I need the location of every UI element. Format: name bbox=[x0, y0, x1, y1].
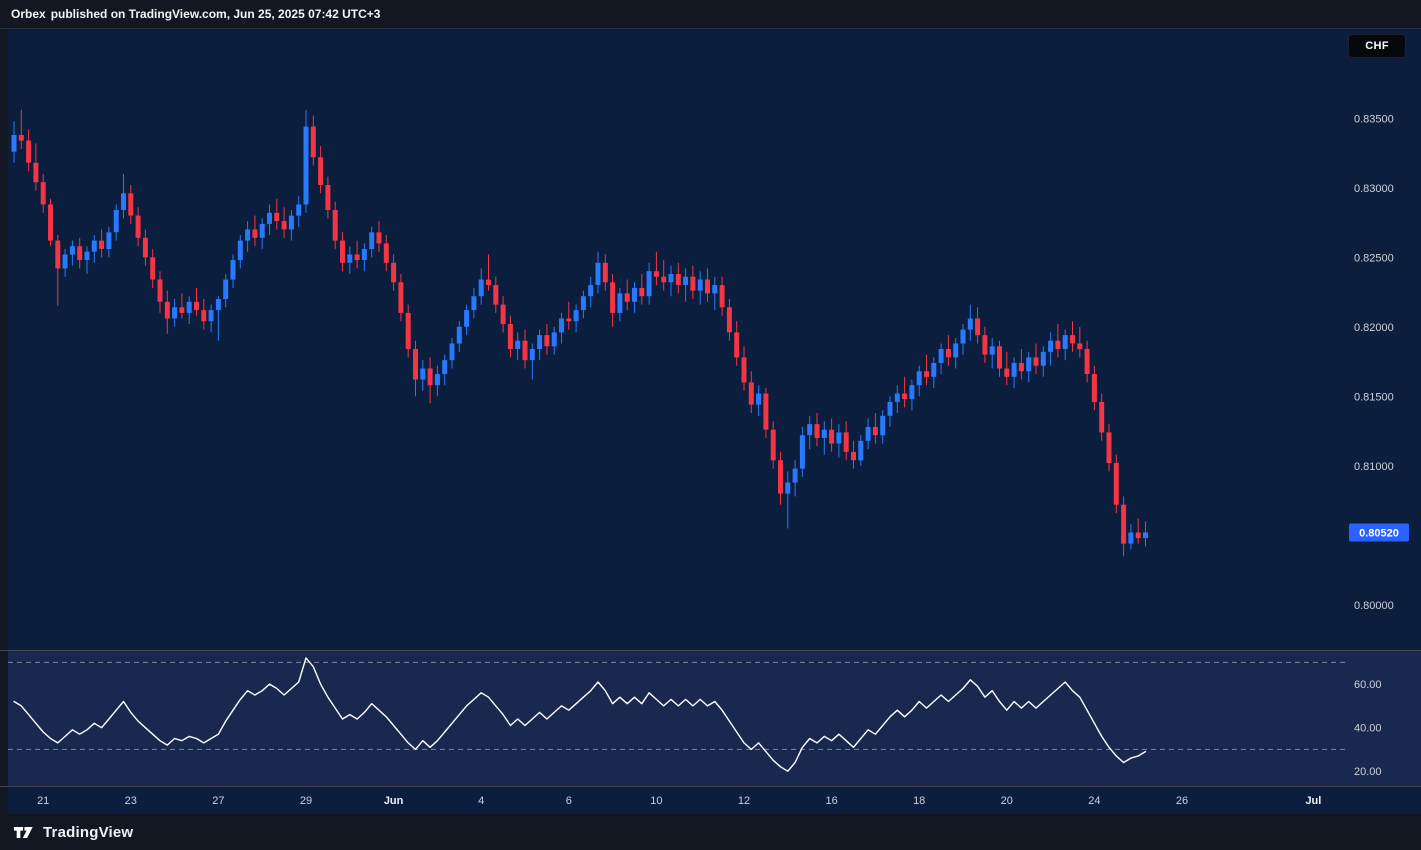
time-axis-label: 24 bbox=[1088, 795, 1100, 807]
time-axis[interactable]: 21 23 27 29 Jun 4 6 10 12 16 18 20 24 26 Jul bbox=[37, 795, 1321, 807]
footer: TradingView bbox=[0, 814, 1421, 850]
time-axis-label: 16 bbox=[825, 795, 837, 807]
price-axis-label: 0.82500 bbox=[1354, 252, 1394, 264]
price-axis-label: 0.83500 bbox=[1354, 113, 1394, 125]
rsi-axis-label: 60.00 bbox=[1354, 679, 1382, 691]
time-axis-label: Jun bbox=[384, 795, 404, 807]
rsi-line bbox=[13, 657, 1147, 772]
time-axis-strip[interactable] bbox=[8, 786, 1421, 814]
time-axis-label: 6 bbox=[566, 795, 572, 807]
attribution-text: published on TradingView.com, Jun 25, 20… bbox=[50, 7, 381, 21]
time-axis-label: 20 bbox=[1001, 795, 1013, 807]
tradingview-logo-icon[interactable] bbox=[13, 824, 35, 841]
currency-badge[interactable]: CHF bbox=[1348, 34, 1406, 58]
rsi-axis[interactable]: 60.00 40.00 20.00 bbox=[1354, 679, 1382, 778]
publisher-name: Orbex bbox=[11, 7, 46, 21]
time-axis-label: 29 bbox=[300, 795, 312, 807]
last-price-label: 0.80520 bbox=[1359, 528, 1399, 540]
time-axis-label: 18 bbox=[913, 795, 925, 807]
candlestick-series bbox=[11, 109, 1148, 557]
time-axis-label: 23 bbox=[125, 795, 137, 807]
chart-canvas[interactable]: 0.83500 0.83000 0.82500 0.82000 0.81500 0.810… bbox=[0, 28, 1421, 814]
last-price-badge bbox=[1349, 523, 1409, 542]
time-axis-label: 4 bbox=[478, 795, 484, 807]
time-axis-label: 10 bbox=[650, 795, 662, 807]
chart-area[interactable]: 0.83500 0.83000 0.82500 0.82000 0.81500 0.810… bbox=[0, 28, 1421, 814]
time-axis-label: 12 bbox=[738, 795, 750, 807]
price-axis-label: 0.83000 bbox=[1354, 183, 1394, 195]
time-axis-label: 26 bbox=[1176, 795, 1188, 807]
price-axis-label: 0.81500 bbox=[1354, 391, 1394, 403]
time-axis-label: Jul bbox=[1305, 795, 1321, 807]
price-axis-label: 0.80000 bbox=[1354, 600, 1394, 612]
rsi-pane[interactable] bbox=[8, 650, 1421, 786]
brand-name[interactable]: TradingView bbox=[43, 823, 134, 841]
rsi-axis-label: 40.00 bbox=[1354, 723, 1382, 735]
time-axis-label: 27 bbox=[212, 795, 224, 807]
time-axis-label: 21 bbox=[37, 795, 49, 807]
price-axis-label: 0.82000 bbox=[1354, 322, 1394, 334]
price-axis-label: 0.81000 bbox=[1354, 461, 1394, 473]
rsi-axis-label: 20.00 bbox=[1354, 766, 1382, 778]
price-axis[interactable]: 0.83500 0.83000 0.82500 0.82000 0.81500 0.810… bbox=[1349, 113, 1409, 612]
price-pane[interactable] bbox=[8, 28, 1421, 650]
attribution-bar: Orbex published on TradingView.com, Jun … bbox=[0, 0, 1421, 28]
